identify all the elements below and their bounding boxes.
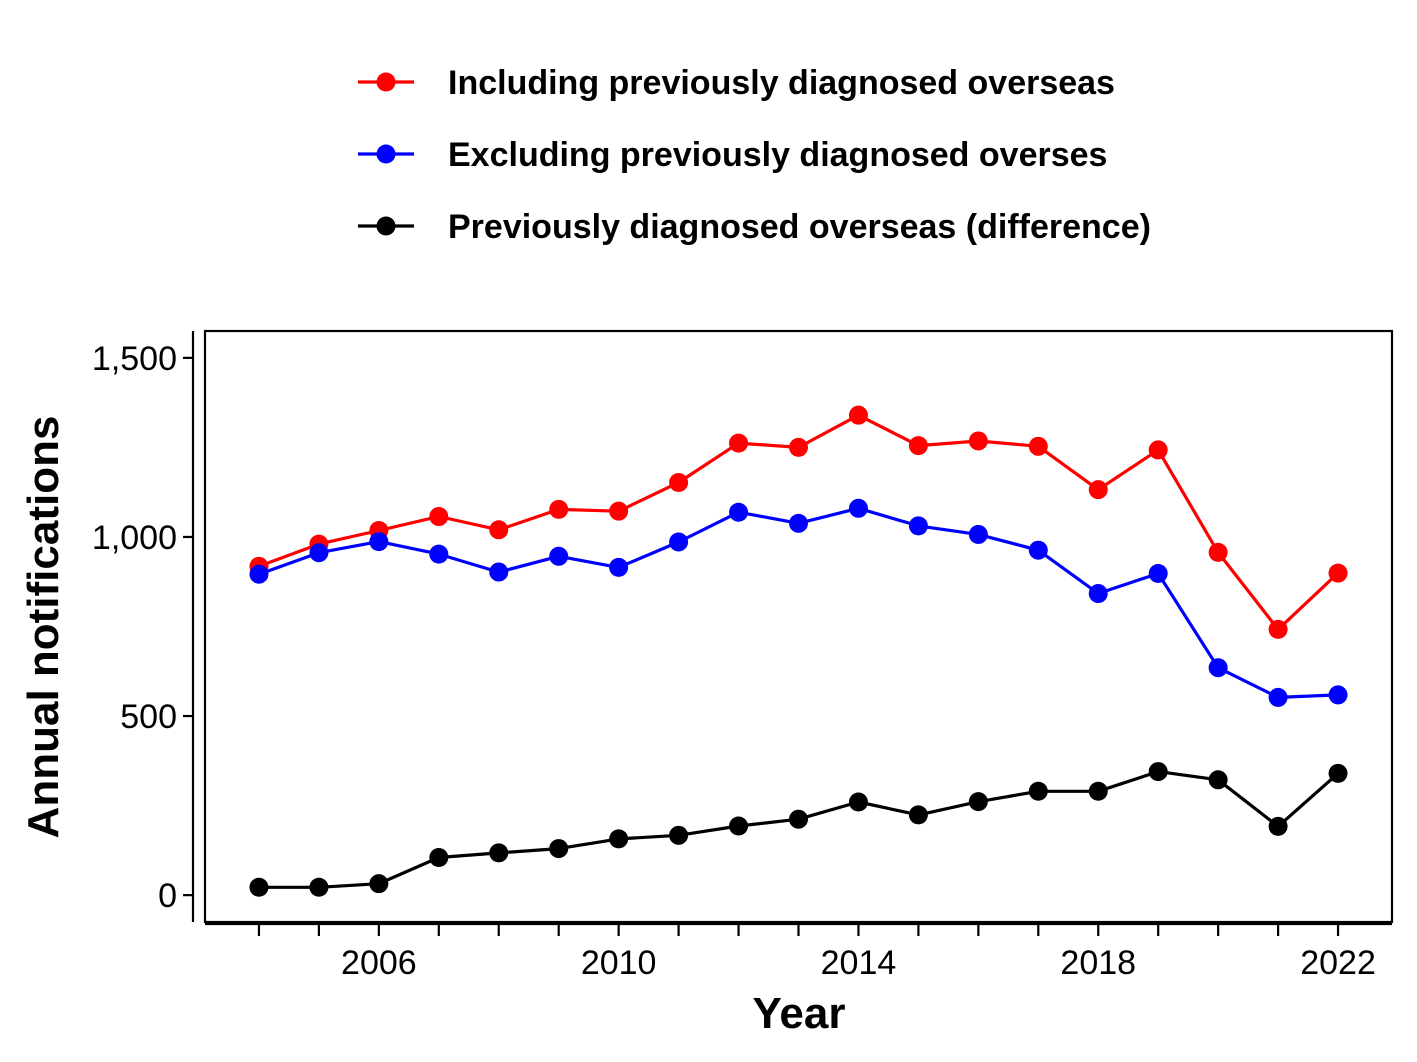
data-point [1268, 619, 1288, 639]
data-point [729, 502, 749, 522]
data-point [489, 843, 509, 863]
data-point [848, 792, 868, 812]
data-point [789, 437, 808, 457]
data-point [1208, 770, 1228, 790]
y-axis-title: Annual notifications [19, 416, 68, 839]
data-point [789, 809, 808, 829]
y-tick-label: 0 [158, 877, 177, 915]
data-point [729, 433, 749, 453]
series-3 [249, 762, 1348, 897]
x-axis: 2006 2010 2014 2018 2022 [205, 922, 1392, 982]
data-point [429, 507, 449, 527]
legend-label: Previously diagnosed overseas (differenc… [448, 208, 1151, 246]
x-tick-label: 2018 [1060, 944, 1136, 982]
data-point [1028, 781, 1048, 801]
data-point [908, 436, 928, 456]
data-point [729, 816, 749, 836]
data-point [249, 877, 269, 897]
legend: Including previously diagnosed overseas E… [358, 64, 1151, 246]
data-point [489, 562, 509, 582]
legend-item: Excluding previously diagnosed overses [358, 136, 1107, 174]
data-point [309, 877, 329, 897]
x-tick-label: 2014 [821, 944, 897, 982]
legend-label: Excluding previously diagnosed overses [448, 136, 1107, 174]
data-point [968, 431, 988, 451]
data-point [1268, 687, 1288, 707]
data-point [609, 501, 629, 521]
data-point [309, 543, 329, 563]
data-point [908, 805, 928, 825]
data-point [669, 825, 689, 845]
data-point [669, 532, 689, 552]
x-tick-label: 2010 [581, 944, 657, 982]
data-point [848, 498, 868, 518]
y-tick-label: 1,500 [92, 340, 177, 378]
x-tick-label: 2006 [341, 944, 417, 982]
y-axis: 0 500 1,000 1,500 [92, 331, 195, 922]
data-point [369, 532, 389, 552]
data-point [1328, 563, 1348, 583]
data-point [369, 874, 389, 894]
data-point [609, 557, 629, 577]
data-point [789, 513, 808, 533]
data-point [1148, 762, 1168, 782]
legend-item: Previously diagnosed overseas (differenc… [358, 208, 1151, 246]
data-point [848, 405, 868, 425]
series-line [259, 769, 1340, 889]
data-point [968, 792, 988, 812]
data-point [1088, 781, 1108, 801]
data-point [609, 829, 629, 849]
data-point [1088, 480, 1108, 500]
data-point [1028, 540, 1048, 560]
data-point [1268, 816, 1288, 836]
data-point [908, 516, 928, 536]
data-point [489, 520, 509, 540]
data-point [1148, 563, 1168, 583]
legend-marker [376, 72, 396, 92]
data-point [1328, 763, 1348, 783]
data-point [968, 524, 988, 544]
data-point [429, 848, 449, 868]
data-point [429, 544, 449, 564]
legend-item: Including previously diagnosed overseas [358, 64, 1115, 102]
data-point [1208, 658, 1228, 678]
legend-marker [376, 144, 396, 164]
data-point [549, 499, 569, 519]
data-point [669, 473, 689, 493]
data-point [549, 546, 569, 566]
data-point [1028, 436, 1048, 456]
plot-frame [203, 329, 1394, 924]
data-point [1088, 584, 1108, 604]
series-line [258, 506, 1339, 700]
data-point [1328, 685, 1348, 705]
y-tick-label: 1,000 [92, 519, 177, 557]
legend-marker [376, 216, 396, 236]
x-axis-title: Year [753, 989, 846, 1038]
series-2 [249, 498, 1348, 707]
data-point [1148, 440, 1168, 460]
x-tick-label: 2022 [1300, 944, 1376, 982]
data-point [1208, 542, 1228, 562]
y-tick-label: 500 [120, 698, 177, 736]
data-point [249, 564, 269, 584]
data-point [549, 839, 569, 859]
legend-label: Including previously diagnosed overseas [448, 64, 1115, 102]
series-layer [249, 405, 1348, 897]
series-1 [249, 405, 1348, 639]
